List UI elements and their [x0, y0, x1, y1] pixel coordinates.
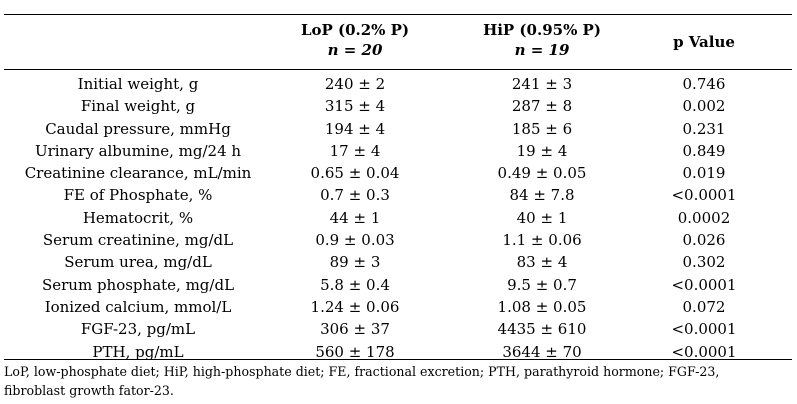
row-label: Serum creatinine, mg/dL	[42, 231, 234, 250]
row-hip-value: 287 ± 8	[511, 97, 573, 116]
row-lop-value: 240 ± 2	[324, 75, 386, 93]
table-row: Serum urea, mg/dL 89 ± 3 83 ± 4 0.302	[0, 251, 797, 273]
table-row: Serum phosphate, mg/dL 5.8 ± 0.4 9.5 ± 0…	[0, 274, 797, 296]
header-p-value-label: p Value	[673, 33, 735, 51]
row-lop-value: 0.9 ± 0.03	[315, 231, 395, 250]
row-lop-value: 0.65 ± 0.04	[310, 164, 400, 183]
row-label: Creatinine clearance, mL/min	[24, 164, 252, 183]
row-p-value: 0.231	[682, 119, 726, 138]
row-p-value: 0.0002	[677, 208, 731, 227]
table-row: Caudal pressure, mmHg 194 ± 4 185 ± 6 0.…	[0, 118, 797, 140]
row-label: Serum phosphate, mg/dL	[41, 275, 235, 294]
table-row: FGF-23, pg/mL 306 ± 37 4435 ± 610 <0.000…	[0, 318, 797, 340]
row-hip-value: 4435 ± 610	[497, 320, 587, 339]
row-lop-value: 315 ± 4	[324, 97, 386, 116]
row-lop-value: 0.7 ± 0.3	[320, 186, 390, 205]
header-hip-title: HiP (0.95% P)	[483, 21, 601, 39]
row-p-value: 0.302	[682, 253, 726, 272]
row-hip-value: 185 ± 6	[511, 119, 573, 138]
table-bottom-rule	[4, 359, 792, 360]
table-row: Hematocrit, % 44 ± 1 40 ± 1 0.0002	[0, 207, 797, 229]
row-label: Serum urea, mg/dL	[64, 253, 212, 272]
footnote-line-2: fibroblast growth fator-23.	[4, 383, 174, 398]
row-p-value: <0.0001	[671, 275, 737, 294]
row-p-value: 0.849	[682, 141, 726, 160]
row-p-value: 0.026	[682, 231, 726, 250]
table-header-rule	[4, 69, 792, 70]
row-lop-value: 1.24 ± 0.06	[310, 297, 400, 316]
header-lop: LoP (0.2% P) n = 20	[280, 20, 430, 60]
row-p-value: 0.072	[682, 297, 726, 316]
row-label: Hematocrit, %	[82, 208, 194, 227]
row-lop-value: 306 ± 37	[320, 320, 390, 339]
row-lop-value: 44 ± 1	[329, 208, 381, 227]
row-label: Ionized calcium, mmol/L	[44, 297, 232, 316]
row-hip-value: 0.49 ± 0.05	[497, 164, 587, 183]
row-p-value: 0.746	[682, 75, 726, 93]
table-row: Urinary albumine, mg/24 h 17 ± 4 19 ± 4 …	[0, 140, 797, 162]
row-lop-value: 89 ± 3	[329, 253, 381, 272]
row-hip-value: 40 ± 1	[516, 208, 568, 227]
header-hip-n: n = 19	[514, 41, 570, 59]
row-label: Urinary albumine, mg/24 h	[34, 141, 242, 160]
row-hip-value: 1.1 ± 0.06	[502, 231, 582, 250]
row-p-value: 0.002	[682, 97, 726, 116]
row-hip-value: 83 ± 4	[516, 253, 568, 272]
row-p-value: <0.0001	[671, 342, 737, 361]
row-label: Caudal pressure, mmHg	[45, 119, 231, 138]
header-p-value: p Value	[624, 32, 784, 52]
row-hip-value: 3644 ± 70	[502, 342, 582, 361]
row-label: PTH, pg/mL	[92, 342, 184, 361]
table-row: Final weight, g 315 ± 4 287 ± 8 0.002	[0, 95, 797, 117]
row-hip-value: 9.5 ± 0.7	[507, 275, 577, 294]
table-body: Initial weight, g 240 ± 2 241 ± 3 0.746 …	[0, 73, 797, 363]
row-p-value: <0.0001	[671, 186, 737, 205]
row-p-value: 0.019	[682, 164, 726, 183]
table-top-rule	[4, 14, 792, 15]
row-hip-value: 19 ± 4	[516, 141, 568, 160]
table-row: Creatinine clearance, mL/min 0.65 ± 0.04…	[0, 162, 797, 184]
row-label: Initial weight, g	[77, 75, 199, 93]
row-hip-value: 241 ± 3	[511, 75, 573, 93]
row-label: FE of Phosphate, %	[63, 186, 213, 205]
row-lop-value: 560 ± 178	[315, 342, 395, 361]
row-lop-value: 5.8 ± 0.4	[320, 275, 390, 294]
table-row: Ionized calcium, mmol/L 1.24 ± 0.06 1.08…	[0, 296, 797, 318]
table-row: Serum creatinine, mg/dL 0.9 ± 0.03 1.1 ±…	[0, 229, 797, 251]
table-row: Initial weight, g 240 ± 2 241 ± 3 0.746	[0, 73, 797, 95]
row-label: Final weight, g	[80, 97, 196, 116]
row-hip-value: 1.08 ± 0.05	[497, 297, 587, 316]
row-label: FGF-23, pg/mL	[80, 320, 196, 339]
row-hip-value: 84 ± 7.8	[509, 186, 575, 205]
header-lop-title: LoP (0.2% P)	[300, 21, 410, 39]
row-lop-value: 194 ± 4	[324, 119, 386, 138]
table-footnote: LoP, low-phosphate diet; HiP, high-phosp…	[4, 362, 794, 400]
row-lop-value: 17 ± 4	[329, 141, 381, 160]
footnote-line-1: LoP, low-phosphate diet; HiP, high-phosp…	[4, 364, 720, 379]
header-hip: HiP (0.95% P) n = 19	[467, 20, 617, 60]
table-row: PTH, pg/mL 560 ± 178 3644 ± 70 <0.0001	[0, 341, 797, 363]
header-lop-n: n = 20	[327, 41, 383, 59]
table-row: FE of Phosphate, % 0.7 ± 0.3 84 ± 7.8 <0…	[0, 184, 797, 206]
row-p-value: <0.0001	[671, 320, 737, 339]
